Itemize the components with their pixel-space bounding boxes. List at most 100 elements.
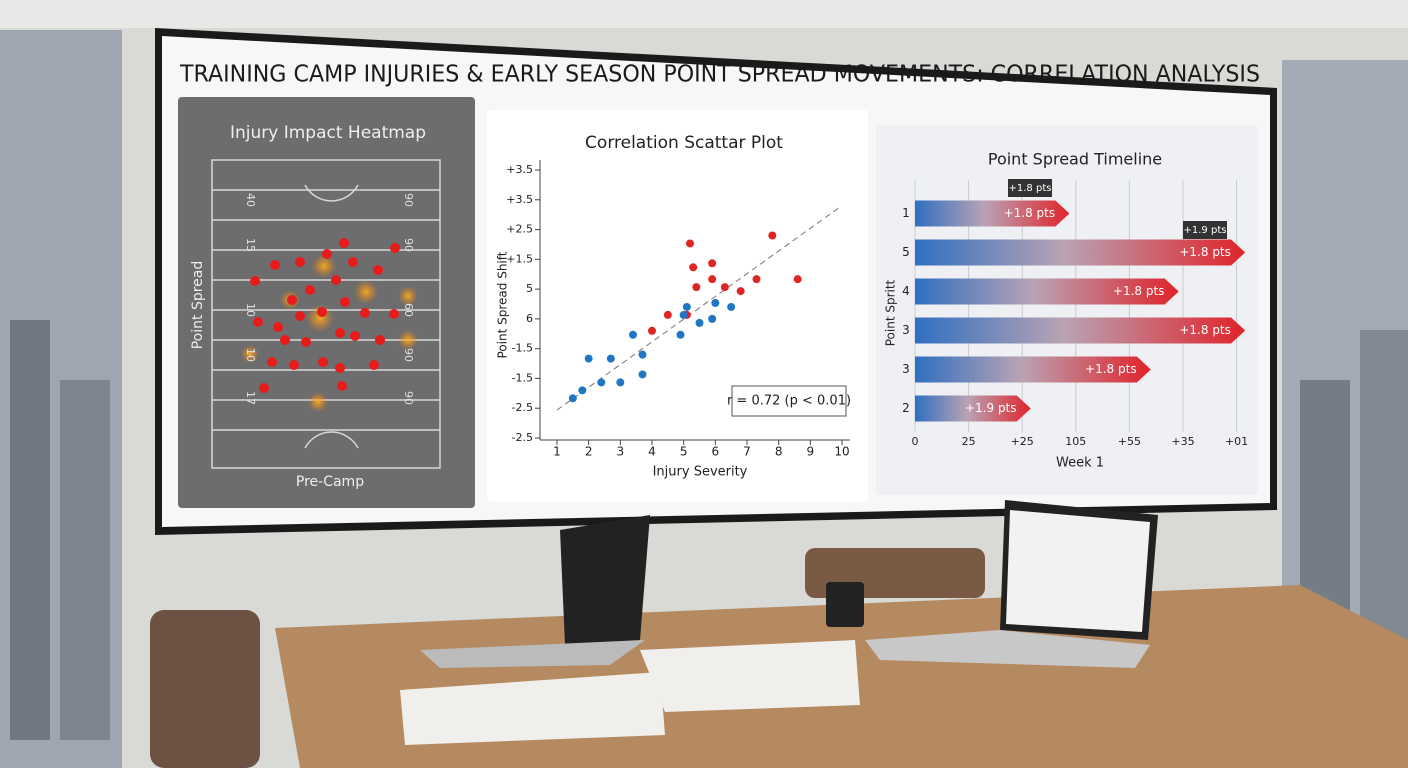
y-tick-label: 2 [902, 401, 910, 415]
x-tick-label: 0 [912, 435, 919, 448]
chart-title: Injury Impact Heatmap [230, 123, 426, 143]
y-tick-label: -1.5 [512, 342, 533, 355]
scatter-point [606, 354, 615, 363]
annotation: r = 0.72 (p < 0.01) [727, 394, 851, 409]
heat-dots [241, 238, 418, 412]
scatter-point [708, 275, 717, 284]
y-tick-label: +1.5 [506, 252, 533, 265]
scatter-point [682, 302, 691, 311]
field-number: 10 [244, 303, 257, 317]
x-tick-label: 8 [775, 445, 783, 459]
scatter-point [686, 239, 694, 248]
trend-line [556, 206, 841, 411]
y-tick-label: 3 [902, 323, 910, 337]
scatter-point [679, 310, 688, 319]
bar-label: +1.8 pts [1085, 362, 1137, 376]
x-axis-label: Injury Severity [653, 465, 748, 480]
bar [915, 278, 1179, 305]
bar [915, 317, 1246, 344]
scatter-point [752, 275, 761, 284]
scatter-point [629, 330, 637, 339]
screen-title: TRAINING CAMP INJURIES & EARLY SEASON PO… [179, 62, 1260, 88]
laptop-right-base [865, 630, 1150, 668]
callout: +1.8 pts [1009, 183, 1052, 194]
scatter-point [793, 275, 802, 284]
y-tick-label: -1.5 [512, 371, 533, 384]
report [400, 672, 665, 745]
y-axis-label: Point Spread [190, 261, 206, 350]
x-axis-label: Pre-Camp [296, 474, 364, 490]
scatter-point [768, 231, 777, 240]
scatter-point [638, 350, 647, 359]
x-tick-label: 2 [585, 445, 593, 459]
bar-label: +1.8 pts [1179, 323, 1231, 337]
scatter-point [736, 287, 745, 296]
scatter-point [568, 394, 577, 403]
laptop-left [560, 515, 650, 645]
bar-label: +1.8 pts [1179, 245, 1231, 259]
field-number: 15 [244, 238, 257, 252]
scatter-point [597, 378, 606, 387]
y-axis-label: Point Spread Shift [496, 251, 510, 358]
x-tick-label: 105 [1065, 435, 1086, 448]
bar [915, 356, 1151, 383]
x-tick-label: +55 [1118, 435, 1141, 448]
y-tick-label: 5 [902, 245, 910, 259]
scatter-point [648, 326, 656, 335]
laptop-left-base [420, 640, 645, 668]
scatter-point [638, 370, 647, 379]
field-number: 17 [244, 391, 257, 405]
y-tick-label: 4 [902, 284, 910, 298]
building [60, 380, 110, 740]
x-tick-label: 6 [712, 445, 720, 459]
laptop-right-screen [1006, 510, 1150, 632]
panel-scatter [487, 110, 868, 502]
x-tick-label: 25 [962, 435, 976, 448]
bar-label: +1.9 pts [965, 401, 1017, 415]
panel-heatmap [178, 97, 475, 508]
scatter-point [584, 354, 593, 363]
bar [915, 395, 1031, 422]
x-tick-label: 5 [680, 445, 688, 459]
callout-box [1008, 179, 1052, 197]
ceiling [0, 0, 1408, 28]
field-number: 90 [402, 238, 415, 252]
scatter-point [676, 330, 685, 339]
x-tick-label: +01 [1225, 435, 1248, 448]
y-tick-label: 1 [902, 206, 910, 220]
x-tick-label: 7 [743, 445, 751, 459]
chart-title: Point Spread Timeline [988, 150, 1162, 169]
x-tick-label: +35 [1171, 435, 1194, 448]
bar-label: +1.8 pts [1113, 284, 1165, 298]
field-number: 90 [402, 348, 415, 362]
y-tick-label: 5 [526, 282, 533, 295]
y-tick-label: 6 [526, 312, 533, 325]
scatter-point [695, 318, 704, 327]
x-tick-label: 1 [553, 445, 561, 459]
callout: +1.9 pts [1184, 225, 1227, 236]
x-tick-label: 10 [834, 445, 849, 459]
scatter-point [616, 378, 625, 387]
bar-label: +1.8 pts [1004, 206, 1056, 220]
field-number: 90 [402, 391, 415, 405]
scatter-point [689, 263, 698, 272]
callout-box [1183, 221, 1227, 239]
scatter-point [663, 310, 672, 319]
x-tick-label: +25 [1011, 435, 1034, 448]
x-tick-label: 3 [617, 445, 625, 459]
field-number: 90 [402, 193, 415, 207]
chair [150, 610, 260, 768]
scatter-point [692, 283, 701, 292]
scatter-point [720, 283, 729, 292]
scatter-point [727, 302, 736, 311]
y-tick-label: -2.5 [512, 401, 533, 414]
y-tick-label: -2.5 [512, 431, 533, 444]
x-axis-label: Week 1 [1056, 456, 1104, 471]
scatter-point [711, 299, 720, 308]
y-tick-label: +3.5 [506, 193, 533, 206]
field-number: 40 [244, 193, 257, 207]
x-tick-label: 9 [807, 445, 815, 459]
annotation-box [731, 385, 847, 417]
